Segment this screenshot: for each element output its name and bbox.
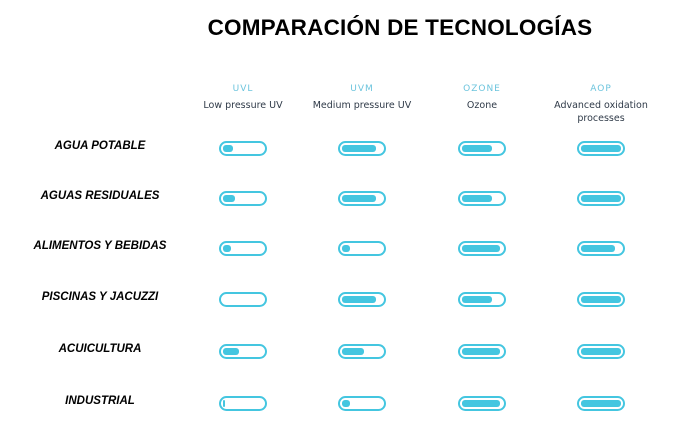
- column-header-uvm: UVM Medium pressure UV: [287, 84, 437, 113]
- level-bar-fill: [342, 245, 350, 252]
- level-bar-ozone: [458, 241, 506, 256]
- level-bar-uvl: [219, 292, 267, 307]
- level-bar-fill: [223, 400, 225, 407]
- level-bar-fill: [462, 245, 500, 252]
- level-bar-fill: [581, 195, 621, 202]
- level-bar-fill: [462, 296, 492, 303]
- level-bar-fill: [462, 145, 492, 152]
- level-bar-uvm: [338, 292, 386, 307]
- level-bar-aop: [577, 396, 625, 411]
- level-bar-fill: [462, 348, 500, 355]
- level-bar-fill: [581, 145, 621, 152]
- level-bar-uvl: [219, 241, 267, 256]
- level-bar-uvm: [338, 141, 386, 156]
- level-bar-uvl: [219, 141, 267, 156]
- level-bar-ozone: [458, 191, 506, 206]
- level-bar-fill: [342, 400, 350, 407]
- level-bar-fill: [342, 296, 376, 303]
- level-bar-fill: [462, 400, 500, 407]
- level-bar-fill: [342, 145, 376, 152]
- level-bar-ozone: [458, 141, 506, 156]
- column-header-ozone: OZONE Ozone: [407, 84, 557, 113]
- column-code: UVL: [232, 84, 254, 94]
- level-bar-fill: [342, 195, 376, 202]
- level-bar-ozone: [458, 396, 506, 411]
- level-bar-fill: [223, 348, 239, 355]
- level-bar-aop: [577, 241, 625, 256]
- level-bar-ozone: [458, 344, 506, 359]
- column-code: OZONE: [463, 84, 501, 94]
- level-bar-fill: [462, 195, 492, 202]
- column-header-aop: AOP Advanced oxidation processes: [526, 84, 676, 125]
- column-name: Advanced oxidation processes: [554, 100, 648, 124]
- column-name: Ozone: [466, 100, 498, 111]
- level-bar-uvm: [338, 191, 386, 206]
- level-bar-uvm: [338, 344, 386, 359]
- level-bar-uvl: [219, 344, 267, 359]
- column-code: AOP: [590, 84, 612, 94]
- row-label: AGUA POTABLE: [54, 140, 146, 152]
- level-bar-uvl: [219, 396, 267, 411]
- level-bar-fill: [223, 145, 233, 152]
- row-label: AGUAS RESIDUALES: [40, 190, 160, 202]
- row-label: PISCINAS Y JACUZZI: [41, 291, 159, 303]
- level-bar-fill: [223, 245, 231, 252]
- level-bar-fill: [342, 348, 364, 355]
- level-bar-fill: [581, 245, 615, 252]
- column-header-uvl: UVL Low pressure UV: [168, 84, 318, 113]
- level-bar-ozone: [458, 292, 506, 307]
- level-bar-uvm: [338, 241, 386, 256]
- column-name: Medium pressure UV: [312, 100, 412, 111]
- level-bar-uvm: [338, 396, 386, 411]
- column-name: Low pressure UV: [203, 100, 283, 111]
- level-bar-uvl: [219, 191, 267, 206]
- level-bar-fill: [581, 348, 621, 355]
- level-bar-aop: [577, 344, 625, 359]
- level-bar-aop: [577, 191, 625, 206]
- level-bar-aop: [577, 292, 625, 307]
- row-label: INDUSTRIAL: [65, 395, 135, 407]
- row-label: ALIMENTOS Y BEBIDAS: [33, 240, 167, 252]
- level-bar-fill: [581, 296, 621, 303]
- chart-title: COMPARACIÓN DE TECNOLOGÍAS: [207, 15, 593, 40]
- level-bar-fill: [581, 400, 621, 407]
- level-bar-fill: [223, 195, 235, 202]
- row-label: ACUICULTURA: [58, 343, 142, 355]
- level-bar-aop: [577, 141, 625, 156]
- column-code: UVM: [350, 84, 374, 94]
